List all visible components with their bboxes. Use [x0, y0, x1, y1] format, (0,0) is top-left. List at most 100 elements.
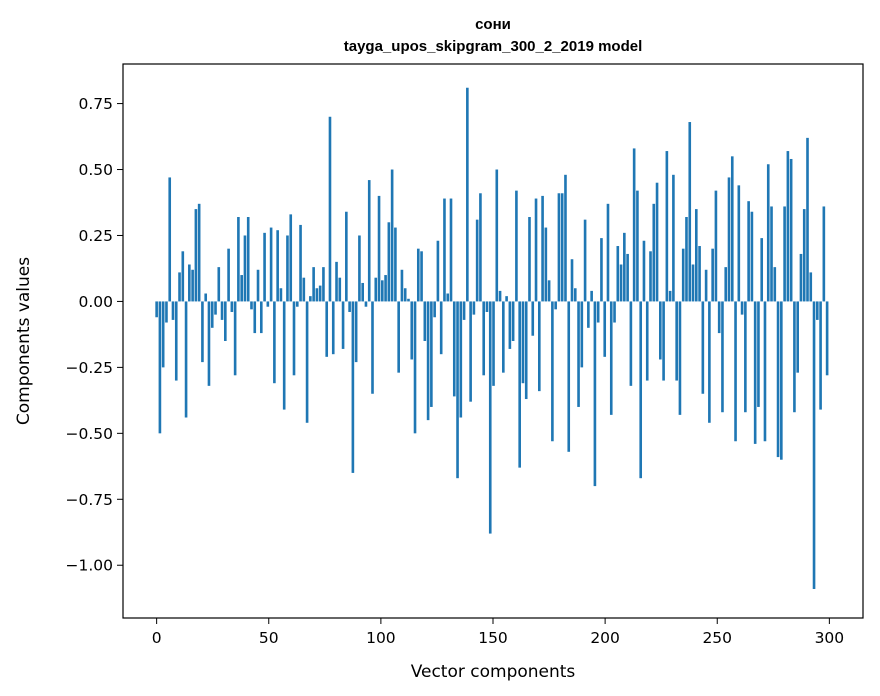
bar	[240, 275, 243, 302]
bar	[171, 301, 175, 320]
bar	[214, 301, 217, 315]
bar	[158, 301, 162, 434]
bar	[609, 301, 613, 415]
bar	[227, 248, 230, 302]
bar	[420, 251, 423, 302]
bar	[256, 269, 260, 302]
bar	[747, 201, 750, 302]
bar	[632, 148, 636, 302]
bar	[338, 277, 342, 302]
bar	[596, 301, 600, 323]
bar	[524, 301, 528, 400]
bar	[282, 301, 286, 410]
x-tick-label: 200	[590, 629, 620, 647]
bar	[583, 219, 587, 302]
bar	[606, 203, 610, 302]
bar	[168, 177, 172, 302]
bar	[511, 301, 515, 341]
bar	[502, 301, 505, 373]
bar	[770, 206, 773, 302]
bar	[377, 195, 381, 302]
bar	[446, 293, 450, 302]
bar	[184, 301, 188, 418]
bar	[570, 259, 574, 302]
bar	[528, 217, 531, 302]
bar	[305, 301, 309, 423]
bar	[639, 301, 643, 479]
bar	[727, 177, 731, 302]
bar	[292, 301, 296, 376]
bar	[250, 301, 253, 310]
bar	[573, 288, 577, 302]
chart-title: сони	[475, 16, 511, 33]
bar	[403, 288, 407, 302]
bar	[662, 301, 665, 381]
bar	[253, 301, 257, 334]
bar	[603, 301, 607, 357]
bar	[740, 301, 744, 315]
bar	[698, 246, 701, 302]
bar	[796, 301, 799, 373]
bar	[302, 277, 306, 302]
bar	[312, 267, 315, 302]
bar	[564, 174, 567, 302]
bar	[328, 116, 332, 302]
bar	[600, 238, 603, 302]
bar	[711, 248, 714, 302]
bar	[178, 272, 181, 302]
bar	[384, 275, 387, 302]
bar	[538, 301, 541, 392]
bar	[381, 280, 384, 302]
bar	[224, 301, 227, 341]
x-tick-label: 0	[152, 629, 162, 647]
bar	[544, 227, 548, 302]
bar	[430, 301, 433, 407]
bar	[335, 261, 338, 302]
bar	[449, 198, 453, 302]
x-axis-ticks: 0 50 100 150 200 250 300	[152, 618, 844, 647]
bar	[521, 301, 525, 384]
bar	[626, 253, 629, 302]
y-tick-label: −0.75	[66, 491, 114, 509]
bar	[273, 301, 276, 384]
bar	[799, 253, 803, 302]
bar	[655, 182, 659, 302]
bar	[724, 267, 728, 302]
bar	[587, 301, 590, 328]
bar	[210, 301, 214, 328]
y-tick-label: 0.00	[78, 293, 113, 311]
bar	[413, 301, 417, 434]
bar	[531, 301, 535, 336]
bar	[331, 301, 335, 355]
bar	[197, 203, 201, 302]
bar	[188, 264, 191, 302]
bar	[714, 190, 718, 302]
bar	[645, 301, 649, 381]
bar	[577, 301, 580, 407]
bar	[691, 264, 695, 302]
bar	[289, 214, 293, 302]
bar	[318, 285, 322, 302]
bar	[433, 301, 436, 318]
bar	[217, 267, 221, 302]
bar	[279, 288, 283, 302]
bar	[367, 180, 371, 302]
bar	[580, 301, 584, 368]
bar	[439, 301, 443, 355]
bar	[694, 209, 698, 302]
bar	[730, 156, 734, 302]
bar	[155, 301, 158, 318]
bar	[459, 301, 463, 418]
bar	[423, 301, 427, 341]
bar	[371, 301, 374, 394]
bar	[812, 301, 816, 589]
bar	[701, 301, 705, 394]
bar	[482, 301, 486, 376]
bar	[207, 301, 211, 386]
bar	[802, 209, 806, 302]
bar	[295, 301, 299, 307]
bar	[246, 217, 250, 302]
bar	[708, 301, 711, 423]
bar	[793, 301, 796, 413]
